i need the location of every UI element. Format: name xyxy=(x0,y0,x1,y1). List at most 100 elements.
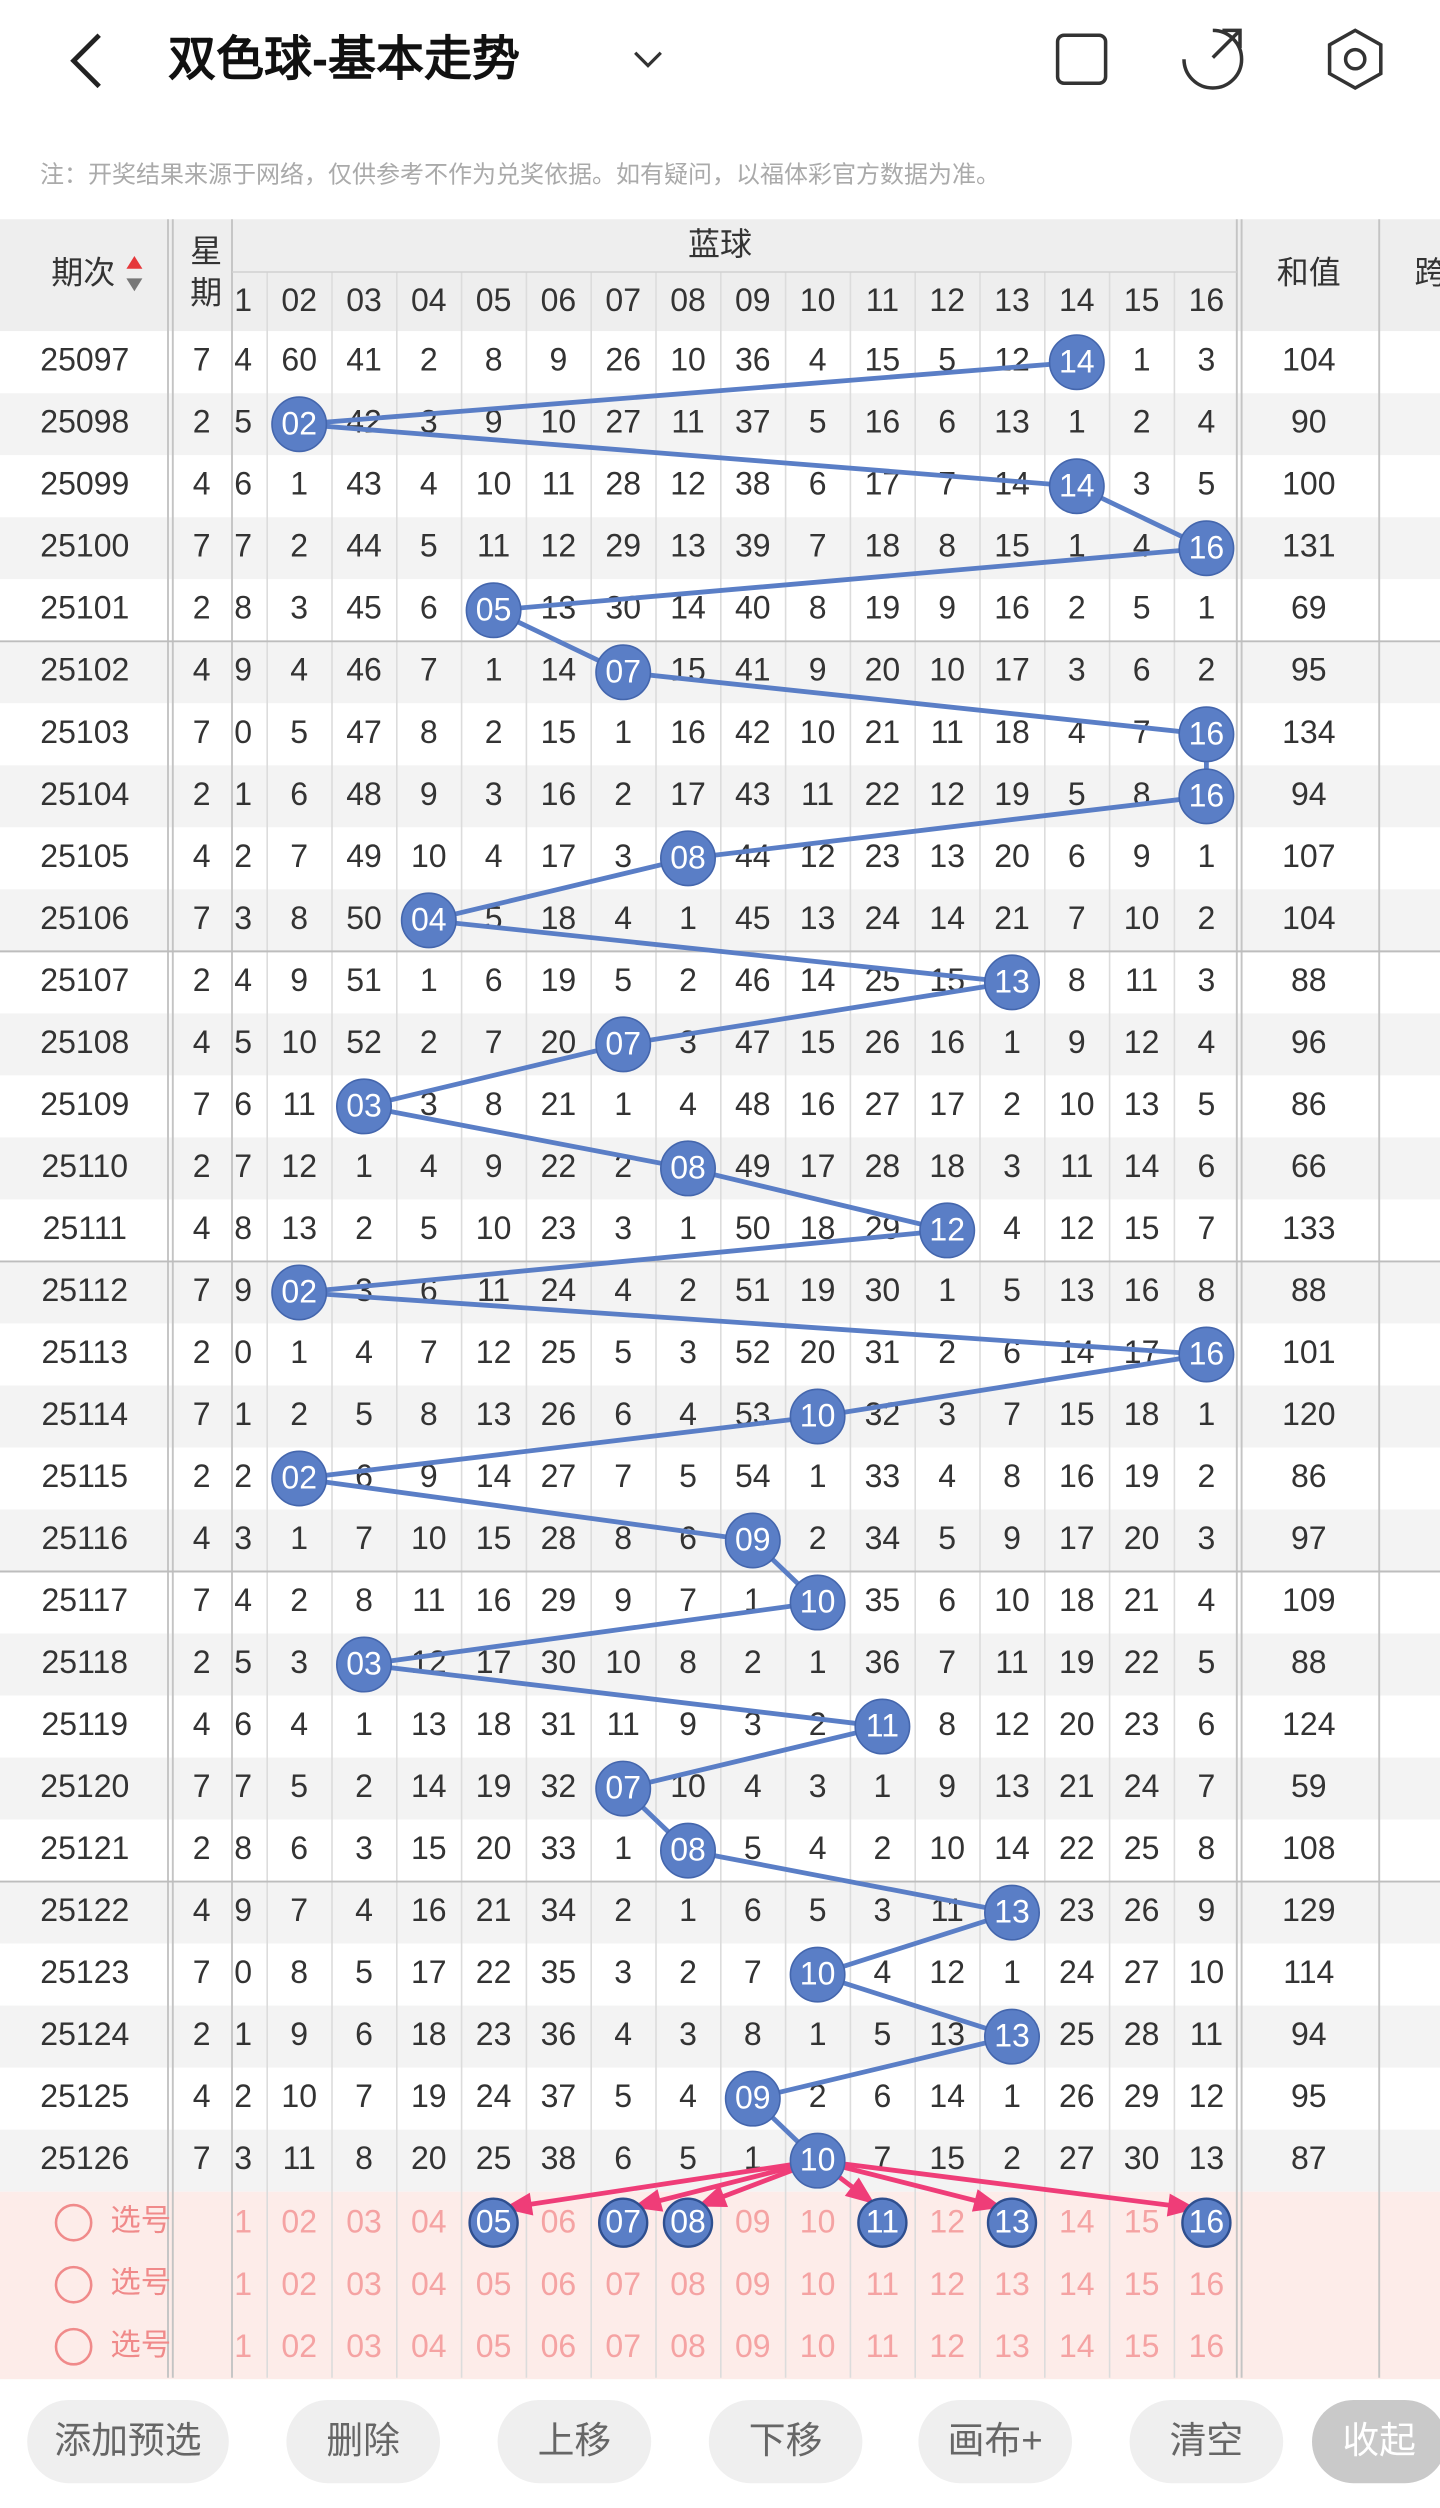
picked-number[interactable]: 08 xyxy=(670,2204,706,2240)
select-number[interactable]: 12 xyxy=(929,2204,965,2240)
select-number[interactable]: 08 xyxy=(670,2328,706,2364)
omission-cell: 2 xyxy=(420,1024,438,1060)
weekday: 2 xyxy=(193,1644,211,1680)
omission-cell: 16 xyxy=(411,1892,447,1928)
select-number[interactable]: 07 xyxy=(605,2266,641,2302)
action-button[interactable] xyxy=(286,2400,440,2484)
select-number[interactable]: 11 xyxy=(866,2328,899,2364)
select-number[interactable]: 1 xyxy=(234,2328,252,2364)
omission-cell: 2 xyxy=(1003,1086,1021,1122)
omission-cell: 7 xyxy=(1198,1768,1216,1804)
omission-cell: 14 xyxy=(929,900,965,936)
select-number[interactable]: 15 xyxy=(1124,2328,1160,2364)
ball-number: 11 xyxy=(866,1708,899,1744)
omission-cell: 8 xyxy=(744,2016,762,2052)
select-number[interactable]: 09 xyxy=(735,2204,771,2240)
select-radio[interactable] xyxy=(54,2265,93,2304)
select-number[interactable]: 11 xyxy=(866,2266,899,2302)
select-number[interactable]: 13 xyxy=(994,2266,1030,2302)
select-number[interactable]: 04 xyxy=(411,2266,447,2302)
select-number[interactable]: 09 xyxy=(735,2328,771,2364)
action-button-label: 上移 xyxy=(538,2420,612,2461)
omission-cell: 3 xyxy=(420,1086,438,1122)
picked-number[interactable]: 11 xyxy=(866,2204,899,2240)
select-number[interactable]: 13 xyxy=(994,2328,1030,2364)
select-number[interactable]: 05 xyxy=(476,2328,512,2364)
back-button[interactable] xyxy=(70,33,101,89)
period: 25107 xyxy=(40,962,129,998)
select-number[interactable]: 10 xyxy=(800,2204,836,2240)
disclaimer: 注：开奖结果来源于网络，仅供参考不作为兑奖依据。如有疑问，以福体彩官方数据为准。 xyxy=(40,161,1000,188)
settings-icon[interactable] xyxy=(1327,28,1383,91)
omission-cell: 23 xyxy=(1059,1892,1095,1928)
weekday: 2 xyxy=(193,2016,211,2052)
omission-cell: 1 xyxy=(234,2016,252,2052)
select-number[interactable]: 02 xyxy=(281,2204,317,2240)
omission-cell: 18 xyxy=(994,714,1030,750)
omission-cell: 8 xyxy=(1068,962,1086,998)
omission-cell: 1 xyxy=(809,1644,827,1680)
select-number[interactable]: 02 xyxy=(281,2266,317,2302)
action-button[interactable] xyxy=(1129,2400,1284,2484)
action-button[interactable] xyxy=(497,2400,652,2484)
select-number[interactable]: 06 xyxy=(541,2328,577,2364)
select-number[interactable]: 07 xyxy=(605,2328,641,2364)
select-number[interactable]: 1 xyxy=(234,2204,252,2240)
select-number[interactable]: 15 xyxy=(1124,2204,1160,2240)
select-number[interactable]: 05 xyxy=(476,2266,512,2302)
select-number[interactable]: 16 xyxy=(1189,2328,1225,2364)
select-number[interactable]: 15 xyxy=(1124,2266,1160,2302)
select-number[interactable]: 06 xyxy=(541,2266,577,2302)
omission-cell: 5 xyxy=(1133,590,1151,626)
omission-cell: 8 xyxy=(485,342,503,378)
weekday: 7 xyxy=(193,1396,211,1432)
omission-cell: 9 xyxy=(1068,1024,1086,1060)
select-number[interactable]: 04 xyxy=(411,2328,447,2364)
action-button[interactable] xyxy=(1312,2400,1440,2484)
omission-cell: 38 xyxy=(541,2140,577,2176)
omission-cell: 7 xyxy=(679,1582,697,1618)
select-number[interactable]: 14 xyxy=(1059,2204,1095,2240)
select-number[interactable]: 03 xyxy=(346,2266,382,2302)
select-number[interactable]: 08 xyxy=(670,2266,706,2302)
omission-cell: 12 xyxy=(929,1954,965,1990)
omission-cell: 1 xyxy=(234,1396,252,1432)
dropdown-button[interactable] xyxy=(634,51,662,68)
select-number[interactable]: 03 xyxy=(346,2328,382,2364)
select-number[interactable]: 10 xyxy=(800,2328,836,2364)
select-radio[interactable] xyxy=(54,2327,93,2366)
select-radio[interactable] xyxy=(54,2203,93,2242)
select-number[interactable]: 16 xyxy=(1189,2266,1225,2302)
select-number[interactable]: 1 xyxy=(234,2266,252,2302)
select-number[interactable]: 06 xyxy=(541,2204,577,2240)
omission-cell: 2 xyxy=(290,1396,308,1432)
picked-number[interactable]: 07 xyxy=(605,2204,641,2240)
picked-number[interactable]: 13 xyxy=(994,2204,1030,2240)
select-number[interactable]: 02 xyxy=(281,2328,317,2364)
omission-cell: 7 xyxy=(485,1024,503,1060)
action-button[interactable] xyxy=(27,2400,229,2484)
omission-cell: 1 xyxy=(614,1830,632,1866)
share-icon[interactable] xyxy=(1182,28,1244,90)
select-number[interactable]: 14 xyxy=(1059,2266,1095,2302)
omission-cell: 1 xyxy=(420,962,438,998)
omission-cell: 30 xyxy=(1124,2140,1160,2176)
omission-cell: 9 xyxy=(1133,838,1151,874)
action-button[interactable] xyxy=(918,2400,1072,2484)
select-number[interactable]: 14 xyxy=(1059,2328,1095,2364)
select-number[interactable]: 10 xyxy=(800,2266,836,2302)
select-number[interactable]: 04 xyxy=(411,2204,447,2240)
picked-number[interactable]: 05 xyxy=(476,2204,512,2240)
action-button[interactable] xyxy=(708,2400,863,2484)
select-number[interactable]: 12 xyxy=(929,2328,965,2364)
picked-number[interactable]: 16 xyxy=(1189,2204,1225,2240)
screen-icon[interactable] xyxy=(1055,33,1108,85)
select-number[interactable]: 09 xyxy=(735,2266,771,2302)
omission-cell: 9 xyxy=(290,962,308,998)
omission-cell: 12 xyxy=(476,1334,512,1370)
omission-cell: 9 xyxy=(614,1582,632,1618)
select-number[interactable]: 03 xyxy=(346,2204,382,2240)
omission-cell: 18 xyxy=(411,2016,447,2052)
ball-number: 13 xyxy=(994,963,1030,999)
select-number[interactable]: 12 xyxy=(929,2266,965,2302)
